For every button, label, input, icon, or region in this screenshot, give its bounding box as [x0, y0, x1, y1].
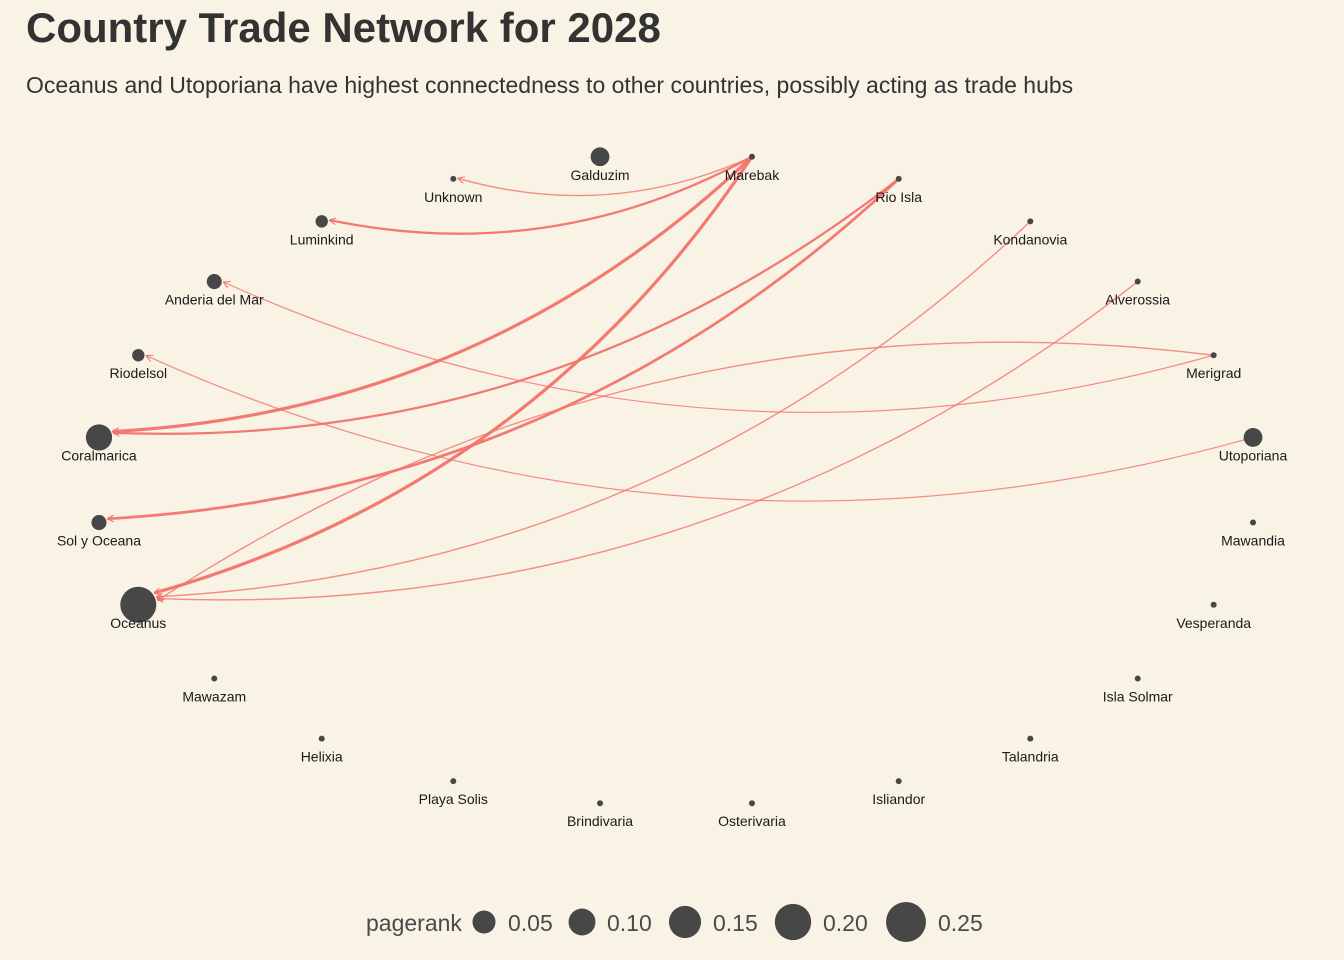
node-label-playa-solis: Playa Solis [419, 791, 488, 807]
edge-marebak-to-coralmarica [113, 155, 754, 432]
legend-key-0 [472, 910, 496, 934]
edge-kondanovia-to-oceanus [157, 220, 1031, 596]
legend-label-1: 0.10 [607, 910, 652, 936]
legend-key-1 [568, 908, 596, 936]
node-riodelsol [132, 349, 145, 362]
edge-merigrad-to-oceanus [158, 341, 1214, 600]
node-oceanus [120, 586, 157, 623]
edge-rio-isla-to-coralmarica [113, 177, 900, 434]
edge-marebak-to-unknown [458, 156, 753, 197]
legend-title: pagerank [366, 910, 462, 936]
edge-rio-isla-to-sol-y-oceana [108, 177, 900, 519]
node-label-coralmarica: Coralmarica [61, 447, 137, 463]
node-label-kondanovia: Kondanovia [993, 231, 1067, 247]
legend-key-4 [886, 902, 926, 942]
legend-label-0: 0.05 [508, 910, 553, 936]
node-label-luminkind: Luminkind [290, 231, 354, 247]
node-label-alverossia: Alverossia [1105, 292, 1170, 308]
node-label-riodelsol: Riodelsol [110, 365, 168, 381]
node-label-sol-y-oceana: Sol y Oceana [57, 533, 141, 549]
node-label-rio-isla: Rio Isla [875, 189, 922, 205]
node-label-merigrad: Merigrad [1186, 365, 1241, 381]
node-kondanovia [1027, 218, 1034, 225]
node-label-unknown: Unknown [424, 189, 482, 205]
node-label-brindivaria: Brindivaria [567, 813, 633, 829]
node-label-isla-solmar: Isla Solmar [1103, 688, 1173, 704]
node-label-anderia-del-mar: Anderia del Mar [165, 292, 264, 308]
node-helixia [318, 735, 325, 742]
node-label-mawandia: Mawandia [1221, 533, 1285, 549]
legend-key-2 [668, 905, 702, 939]
chart-title: Country Trade Network for 2028 [26, 4, 661, 51]
legend-label-2: 0.15 [713, 910, 758, 936]
node-rio-isla [895, 175, 902, 182]
node-label-vesperanda: Vesperanda [1176, 615, 1251, 631]
node-playa-solis [450, 778, 457, 785]
node-alverossia [1134, 278, 1141, 285]
node-label-isliandor: Isliandor [872, 791, 925, 807]
node-label-talandria: Talandria [1002, 749, 1059, 765]
node-utoporiana [1243, 428, 1263, 447]
node-mawazam [211, 675, 218, 682]
node-label-galduzim: Galduzim [570, 167, 629, 183]
node-brindivaria [597, 800, 604, 807]
node-talandria [1027, 735, 1034, 742]
legend-key-3 [774, 903, 812, 941]
node-mawandia [1250, 519, 1257, 526]
legend: pagerank 0.05 0.10 0.15 0.20 0.25 [366, 902, 983, 942]
legend-label-3: 0.20 [823, 910, 868, 936]
node-label-utoporiana: Utoporiana [1219, 447, 1288, 463]
node-label-marebak: Marebak [725, 167, 780, 183]
edge-utoporiana-to-riodelsol [146, 356, 1254, 502]
legend-label-4: 0.25 [938, 910, 983, 936]
node-sol-y-oceana [91, 515, 107, 531]
node-label-mawazam: Mawazam [182, 688, 246, 704]
chart-subtitle: Oceanus and Utoporiana have highest conn… [26, 72, 1074, 98]
node-luminkind [315, 215, 328, 228]
edge-layer [108, 155, 1254, 600]
edge-marebak-to-oceanus [154, 155, 754, 593]
node-label-helixia: Helixia [301, 749, 343, 765]
node-anderia-del-mar [206, 274, 222, 290]
edge-merigrad-to-anderia-del-mar [224, 282, 1214, 413]
node-vesperanda [1210, 601, 1217, 608]
node-label-osterivaria: Osterivaria [718, 813, 786, 829]
node-unknown [450, 175, 457, 182]
node-layer [85, 147, 1263, 807]
node-marebak [748, 153, 755, 160]
node-isliandor [895, 778, 902, 785]
edge-alverossia-to-oceanus [157, 280, 1139, 600]
node-coralmarica [85, 424, 113, 451]
node-galduzim [590, 147, 610, 167]
node-merigrad [1210, 352, 1217, 359]
node-osterivaria [748, 800, 755, 807]
node-isla-solmar [1134, 675, 1141, 682]
label-layer: Galduzim Marebak Rio Isla Kondanovia Alveros… [57, 167, 1288, 829]
node-label-oceanus: Oceanus [110, 615, 166, 631]
edge-marebak-to-luminkind [330, 155, 753, 235]
